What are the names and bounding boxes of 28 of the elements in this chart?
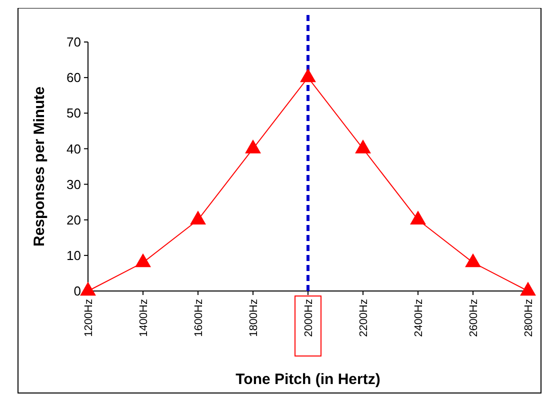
point: [410, 210, 426, 224]
x-axis-title: Tone Pitch (in Hertz): [236, 371, 380, 388]
y-tick-label: 50: [66, 106, 81, 121]
point: [135, 253, 151, 268]
x-tick-label: 2000Hz: [303, 299, 315, 337]
y-tick-label: 40: [66, 141, 81, 156]
x-tick-label: 1600Hz: [193, 299, 205, 337]
y-tick-label: 60: [66, 70, 81, 86]
y-tick-label: 30: [66, 176, 81, 192]
y-tick-label: 20: [66, 212, 81, 228]
y-tick-label: 0: [74, 284, 81, 299]
point: [465, 253, 481, 268]
x-tick-label: 1400Hz: [138, 299, 150, 337]
point: [190, 210, 206, 224]
x-tick-label: 2400Hz: [413, 299, 425, 337]
x-tick-label: 1800Hz: [248, 299, 260, 337]
x-tick-label: 2800Hz: [523, 299, 535, 337]
point: [245, 140, 261, 154]
y-tick-label: 70: [66, 34, 81, 50]
x-tick-label: 2200Hz: [358, 299, 370, 337]
y-tick-label: 10: [66, 248, 81, 263]
x-tick-label: 1200Hz: [83, 299, 95, 337]
point: [300, 68, 316, 82]
y-axis-title: Responses per Minute: [31, 86, 48, 247]
point: [520, 282, 536, 296]
point: [355, 140, 371, 154]
x-tick-label: 2600Hz: [468, 299, 480, 337]
point: [80, 282, 96, 296]
